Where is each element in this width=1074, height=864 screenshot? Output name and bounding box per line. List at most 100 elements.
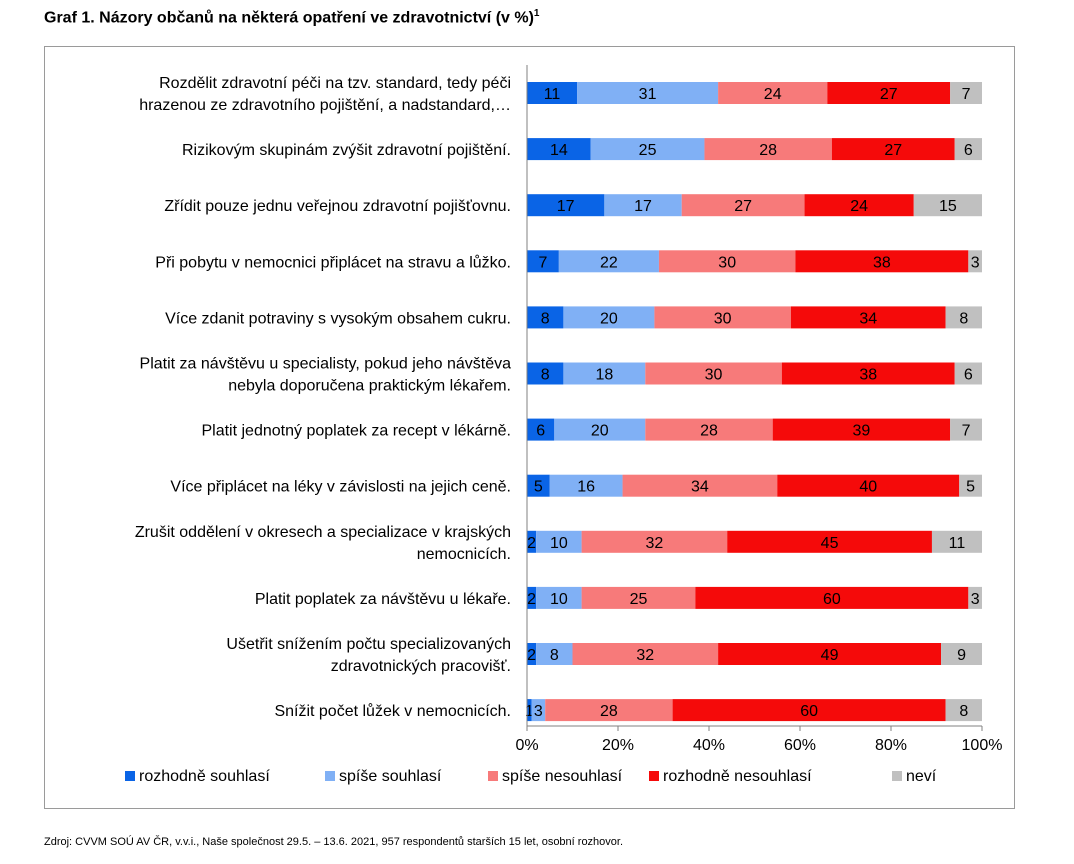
data-label: 32 [646,535,664,552]
bar-segment [772,418,951,441]
data-label: 11 [949,535,966,552]
data-label: 6 [964,142,973,159]
bar-segment [950,418,982,441]
legend-label: rozhodně nesouhlasí [663,768,812,785]
data-label: 30 [705,367,723,384]
bar-segment [527,474,550,497]
category-label: hrazenou ze zdravotního pojištění, a nad… [139,97,511,114]
category-label: Snížit počet lůžek v nemocnicích. [274,702,511,720]
bar-segment [913,194,982,217]
bar-segment [695,586,969,609]
bar-segment [645,418,773,441]
data-label: 16 [577,479,595,496]
x-tick-label: 60% [784,737,816,754]
bar-segment [554,418,646,441]
category-label: Platit jednotný poplatek za recept v lék… [201,423,511,440]
bar-segment [718,643,942,665]
category-label: Ušetřit snížením počtu specializovaných [226,636,511,653]
category-label: Zrušit oddělení v okresech a specializac… [135,524,511,541]
bar-segment [527,82,578,104]
x-tick-label: 0% [515,737,538,754]
data-label: 28 [600,703,618,720]
bar-segment [581,530,728,553]
category-label: nemocnicích. [417,546,511,563]
data-label: 8 [541,310,550,327]
data-label: 24 [764,86,782,103]
data-label: 28 [759,142,777,159]
data-label: 3 [534,703,543,720]
data-label: 8 [959,310,968,327]
data-label: 32 [636,647,654,664]
data-label: 27 [734,198,752,215]
bar-segment [527,194,605,217]
category-label: zdravotnických pracovišť. [331,658,511,675]
category-label: Platit poplatek za návštěvu u lékaře. [255,591,511,608]
bar-segment [945,306,982,329]
bar-segment [577,82,719,104]
legend-swatch [892,771,902,781]
bar-segment [527,306,564,329]
data-label: 25 [630,591,648,608]
bar-segment [950,82,982,104]
data-label: 14 [550,142,568,159]
chart-title-text: Graf 1. Názory občanů na některá opatřen… [44,9,534,27]
legend-swatch [125,771,135,781]
bar-segment [704,138,832,161]
bar-segment [804,194,914,217]
bar-segment [968,586,982,609]
bar-segment [563,362,646,385]
data-label: 2 [527,591,536,608]
bar-segment [527,699,532,722]
x-tick-label: 40% [693,737,725,754]
bar-segment [781,362,955,385]
data-label: 2 [527,535,536,552]
data-label: 10 [550,591,568,608]
data-label: 15 [939,198,957,215]
bar-segment [645,362,782,385]
category-label: Zřídit pouze jednu veřejnou zdravotní po… [164,198,511,215]
bar-segment [590,138,705,161]
bar-segment [604,194,682,217]
data-label: 7 [962,86,971,103]
bar-segment [531,699,546,722]
bar-segment [536,586,582,609]
bar-segment [777,474,960,497]
bar-segment [959,474,982,497]
bar-segment [558,250,659,273]
bar-segment [549,474,623,497]
bar-segment [527,586,537,609]
chart-title: Graf 1. Názory občanů na některá opatřen… [44,8,539,27]
bar-segment [622,474,778,497]
data-label: 60 [823,591,841,608]
legend-label: neví [906,768,937,785]
data-label: 3 [971,254,980,271]
x-tick-label: 80% [875,737,907,754]
data-label: 27 [884,142,902,159]
bar-segment [795,250,969,273]
bar-segment [527,138,591,161]
legend-swatch [488,771,498,781]
bar-segment [954,362,982,385]
bar-segment [527,643,537,665]
bar-segment [827,82,951,104]
bar-segment [681,194,805,217]
chart-frame: 11 31 24 27 7 Rozdělit zdravotní péči na tzv.… [44,46,1015,809]
bar-segment [790,306,946,329]
bar-segment [941,643,982,665]
data-label: 5 [966,479,975,496]
bar-segment [536,643,573,665]
data-label: 22 [600,254,618,271]
data-label: 39 [853,423,871,440]
data-label: 17 [557,198,575,215]
category-label: Více zdanit potraviny s vysokým obsahem … [165,310,511,327]
source-note: Zdroj: CVVM SOÚ AV ČR, v.v.i., Naše spol… [44,836,624,848]
bar-segment [527,530,537,553]
data-label: 8 [959,703,968,720]
data-label: 34 [859,310,877,327]
bar-segment [654,306,791,329]
bar-segment [831,138,955,161]
data-label: 7 [538,254,547,271]
data-label: 7 [962,423,971,440]
category-label: Více připlácet na léky v závislosti na j… [170,479,511,496]
